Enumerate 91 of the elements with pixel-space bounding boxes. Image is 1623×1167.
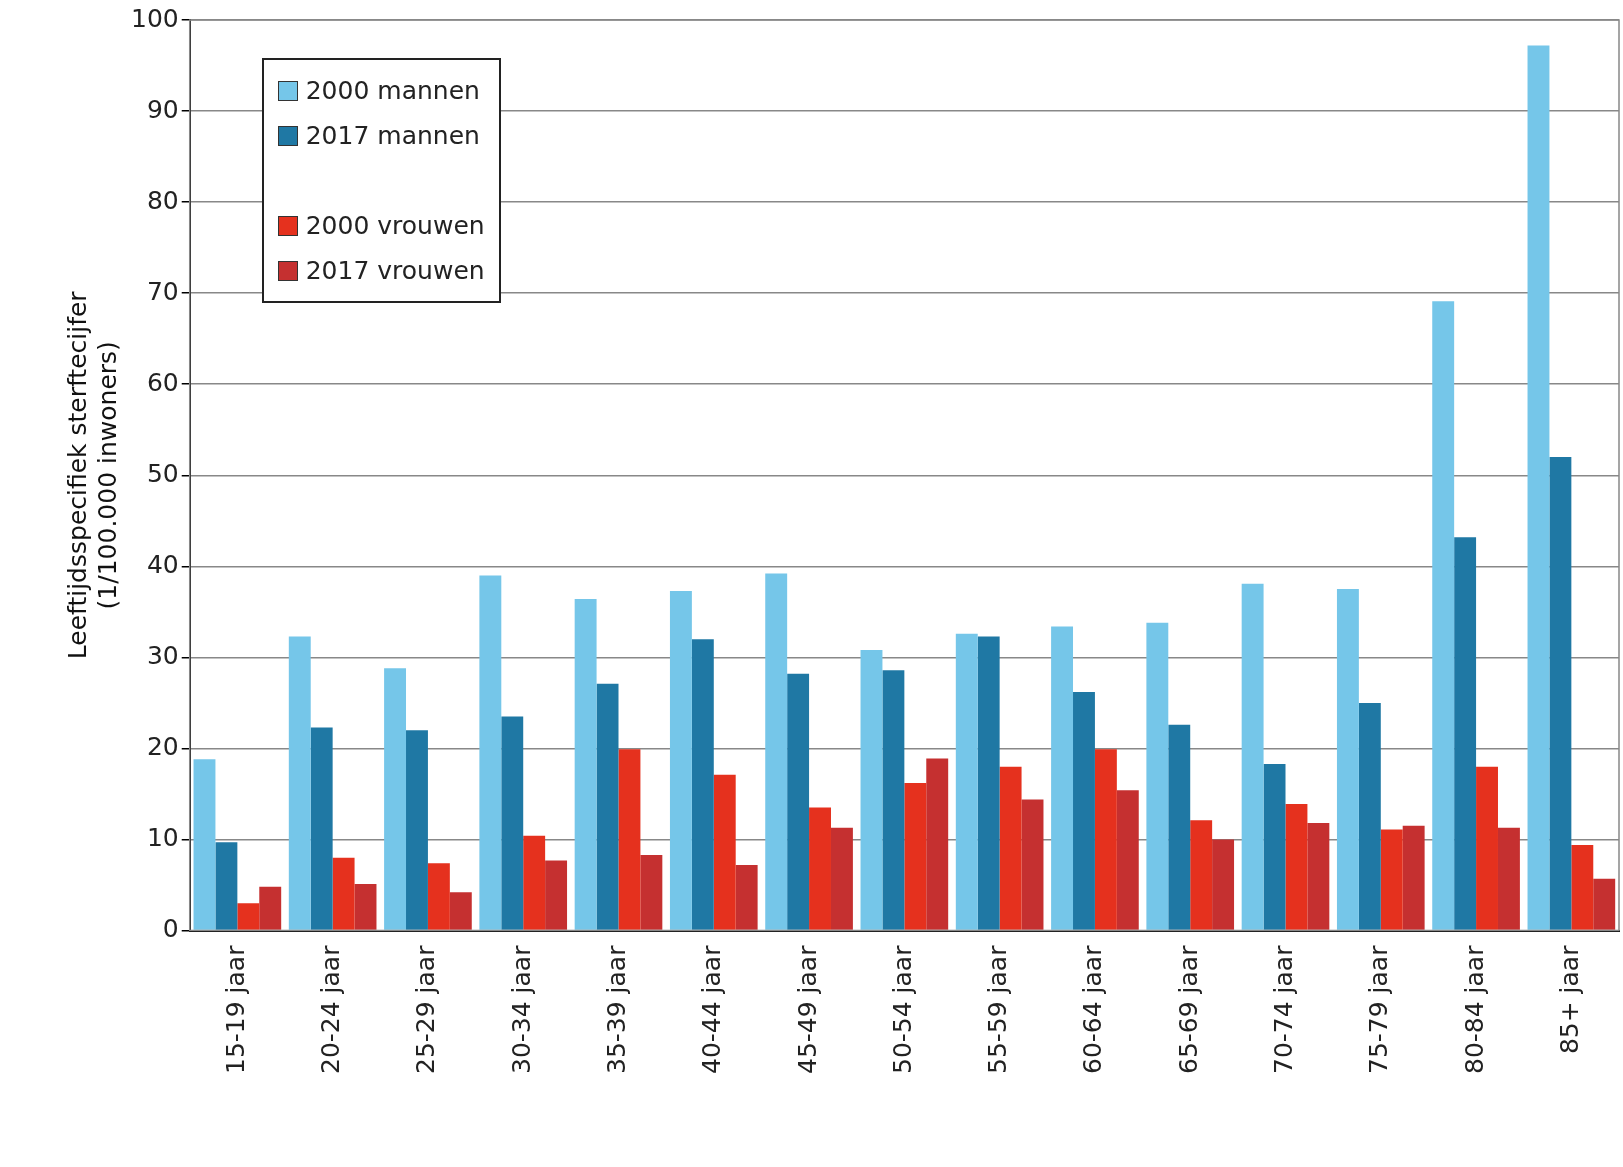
bar: [332, 857, 355, 930]
bar: [1116, 790, 1139, 930]
legend-label: 2017 mannen: [305, 121, 480, 150]
bar: [1358, 702, 1381, 930]
bar: [787, 673, 810, 930]
x-tick-label: 15-19 jaar: [220, 944, 250, 1075]
bar: [259, 886, 282, 930]
x-tick-label: 30-34 jaar: [506, 944, 536, 1075]
bar: [1307, 823, 1330, 930]
x-tick-label: 25-29 jaar: [411, 944, 441, 1075]
y-tick-label: 80: [146, 185, 179, 215]
bar: [640, 854, 663, 930]
bar: [193, 759, 216, 930]
bar: [1212, 839, 1235, 930]
x-tick-label: 40-44 jaar: [697, 944, 727, 1075]
bar: [449, 892, 472, 930]
x-tick-label: 55-59 jaar: [983, 944, 1013, 1075]
bar: [427, 863, 450, 930]
bar: [882, 670, 905, 930]
bar: [1571, 844, 1594, 930]
x-tick-label: 75-79 jaar: [1364, 944, 1394, 1075]
x-tick-label: 20-24 jaar: [316, 944, 346, 1075]
x-tick-label: 45-49 jaar: [792, 944, 822, 1075]
y-tick-label: 50: [146, 458, 179, 488]
bar: [354, 884, 377, 930]
bar: [977, 636, 1000, 930]
y-tick-label: 30: [146, 640, 179, 670]
y-tick-label: 0: [162, 914, 179, 944]
bar: [1336, 589, 1359, 930]
bar: [691, 639, 714, 930]
bar: [1073, 691, 1095, 930]
y-axis-title: Leeftijdsspecifiek sterftecijfer (1/100.000 inwoners): [62, 290, 122, 660]
x-tick-label: 50-54 jaar: [887, 944, 917, 1075]
y-tick-label: 20: [146, 731, 179, 761]
y-tick-label: 40: [146, 549, 179, 579]
bar: [1051, 626, 1074, 930]
bar: [618, 749, 641, 930]
legend-label: 2000 mannen: [305, 76, 480, 105]
bar: [1021, 799, 1044, 930]
bar: [406, 730, 428, 930]
y-tick-label: 10: [146, 822, 179, 852]
x-tick-label: 85+ jaar: [1554, 944, 1584, 1055]
y-tick-label: 90: [146, 94, 179, 124]
y-tick-label: 100: [131, 3, 179, 33]
bar: [765, 573, 788, 930]
bar: [1263, 763, 1286, 930]
bar: [237, 903, 260, 930]
y-tick-label: 60: [146, 367, 179, 397]
x-tick-label: 60-64 jaar: [1078, 944, 1108, 1075]
bar: [735, 864, 758, 930]
bar: [1497, 827, 1520, 930]
x-tick-label: 35-39 jaar: [602, 944, 631, 1075]
bar: [669, 590, 692, 930]
bar: [1402, 825, 1425, 930]
bar: [713, 774, 736, 930]
bar: [384, 668, 407, 930]
bar: [926, 758, 949, 930]
bar: [1432, 301, 1455, 930]
bar: [1593, 878, 1616, 930]
bar: [501, 716, 524, 930]
bar: [1380, 829, 1403, 930]
legend-label: 2000 vrouwen: [305, 211, 485, 240]
bar: [596, 683, 619, 930]
bar: [1454, 537, 1477, 930]
bar: [999, 766, 1022, 930]
bar: [1168, 724, 1191, 930]
bar: [1476, 766, 1498, 930]
bar: [479, 575, 502, 930]
bar: [904, 783, 927, 930]
bar: [860, 650, 883, 930]
bar: [1285, 803, 1308, 930]
bar: [955, 633, 978, 930]
y-tick-label: 70: [146, 276, 179, 306]
bar: [809, 807, 831, 930]
bar: [545, 860, 568, 930]
bar: [288, 636, 311, 930]
bar: [1241, 583, 1264, 930]
bar: [1094, 749, 1117, 930]
bar: [1527, 45, 1550, 930]
bar: [830, 827, 853, 930]
legend-label: 2017 vrouwen: [305, 256, 485, 285]
x-tick-label: 80-84 jaar: [1459, 944, 1489, 1075]
bar: [1549, 457, 1572, 930]
bar: [310, 727, 333, 930]
bar: [523, 835, 546, 930]
bar: [215, 842, 238, 930]
bar: [574, 599, 597, 930]
x-tick-label: 70-74 jaar: [1269, 944, 1298, 1075]
bar: [1190, 820, 1213, 930]
bar: [1146, 622, 1169, 930]
x-tick-label: 65-69 jaar: [1173, 944, 1203, 1075]
